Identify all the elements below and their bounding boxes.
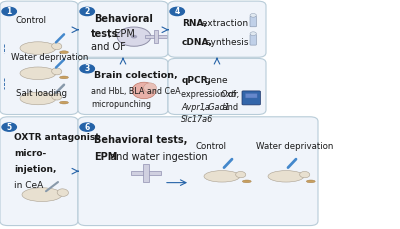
Text: synthesis: synthesis [203, 38, 248, 47]
Text: and HbL, BLA and CeA: and HbL, BLA and CeA [91, 87, 181, 96]
Ellipse shape [60, 76, 68, 79]
Text: Salt loading: Salt loading [16, 89, 67, 98]
FancyBboxPatch shape [0, 117, 78, 226]
Text: Brain colection,: Brain colection, [94, 71, 178, 80]
Ellipse shape [57, 189, 68, 196]
Ellipse shape [52, 93, 62, 100]
Ellipse shape [300, 172, 310, 178]
Text: 5: 5 [7, 123, 12, 132]
FancyBboxPatch shape [168, 1, 266, 57]
Circle shape [80, 123, 94, 131]
Ellipse shape [52, 68, 62, 75]
Text: Avpr1a: Avpr1a [181, 103, 210, 112]
Circle shape [2, 7, 16, 16]
Circle shape [170, 7, 184, 16]
Text: extraction: extraction [199, 19, 248, 28]
Text: micro-: micro- [14, 149, 46, 158]
Text: and: and [220, 103, 238, 112]
Text: gene: gene [202, 76, 228, 85]
Ellipse shape [132, 82, 156, 99]
FancyBboxPatch shape [0, 1, 78, 114]
Text: Slc17a6: Slc17a6 [181, 115, 214, 124]
Ellipse shape [20, 92, 56, 105]
FancyBboxPatch shape [250, 35, 256, 45]
Ellipse shape [236, 172, 246, 178]
FancyBboxPatch shape [78, 117, 318, 226]
FancyBboxPatch shape [245, 93, 257, 98]
FancyBboxPatch shape [154, 30, 158, 43]
Ellipse shape [22, 188, 62, 202]
FancyBboxPatch shape [145, 35, 167, 38]
Text: Control: Control [16, 16, 47, 25]
Ellipse shape [60, 101, 68, 104]
FancyBboxPatch shape [78, 1, 168, 57]
Text: RNA,: RNA, [182, 19, 207, 28]
Text: Oxtr,: Oxtr, [220, 90, 240, 99]
Text: Behavioral: Behavioral [94, 14, 153, 24]
Circle shape [131, 35, 137, 38]
Text: expression of: expression of [181, 90, 239, 99]
Ellipse shape [242, 180, 251, 183]
Text: EPM: EPM [94, 152, 117, 162]
Text: qPCR,: qPCR, [182, 76, 212, 85]
Ellipse shape [144, 83, 156, 93]
FancyBboxPatch shape [78, 58, 168, 114]
Circle shape [80, 7, 94, 16]
FancyBboxPatch shape [131, 171, 161, 175]
Text: micropunching: micropunching [91, 100, 151, 109]
Circle shape [80, 65, 94, 73]
Circle shape [2, 123, 16, 131]
Text: OXTR antagonist: OXTR antagonist [14, 133, 100, 142]
Circle shape [250, 14, 256, 17]
Text: Water deprivation: Water deprivation [256, 142, 333, 151]
Ellipse shape [52, 43, 62, 50]
Text: injetion,: injetion, [14, 165, 56, 174]
Text: in CeA: in CeA [14, 181, 43, 190]
Text: and water ingestion: and water ingestion [107, 152, 208, 162]
FancyBboxPatch shape [143, 164, 149, 182]
Text: 1: 1 [6, 7, 12, 16]
Text: Behavioral tests,: Behavioral tests, [94, 135, 187, 145]
Text: tests: tests [91, 29, 118, 39]
Text: , Gad1: , Gad1 [203, 103, 230, 112]
Ellipse shape [268, 171, 304, 182]
Ellipse shape [204, 171, 240, 182]
FancyBboxPatch shape [168, 58, 266, 114]
Text: , EPM: , EPM [108, 29, 135, 39]
Text: 2: 2 [84, 7, 90, 16]
Text: Water deprivation: Water deprivation [11, 53, 88, 62]
Text: 4: 4 [174, 7, 180, 16]
Ellipse shape [20, 42, 56, 55]
Ellipse shape [60, 51, 68, 54]
Text: Control: Control [196, 142, 227, 151]
Ellipse shape [20, 67, 56, 80]
Text: cDNA,: cDNA, [182, 38, 213, 47]
FancyBboxPatch shape [242, 91, 260, 105]
Text: 6: 6 [84, 123, 90, 132]
Text: and OF: and OF [91, 42, 126, 52]
FancyBboxPatch shape [250, 16, 256, 27]
Ellipse shape [306, 180, 315, 183]
Circle shape [250, 32, 256, 35]
Circle shape [117, 27, 151, 46]
Text: 3: 3 [84, 64, 90, 73]
